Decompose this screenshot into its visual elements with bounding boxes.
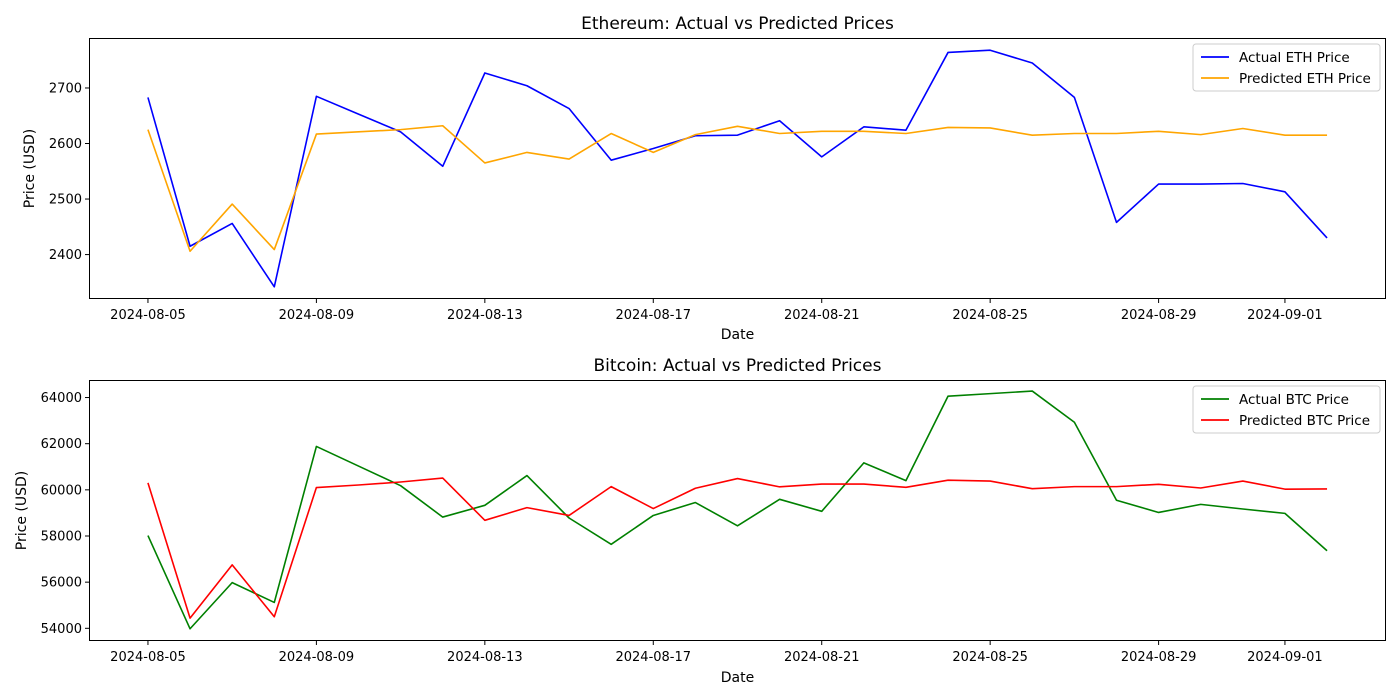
y-tick-label: 54000 (41, 622, 82, 637)
x-tick-label: 2024-08-29 (1121, 308, 1197, 323)
x-tick-label: 2024-08-05 (110, 650, 186, 665)
x-tick-label: 2024-08-25 (952, 650, 1028, 665)
y-axis-label: Price (USD) (14, 471, 30, 550)
y-tick-label: 62000 (41, 437, 82, 452)
y-tick-label: 2400 (49, 248, 82, 263)
legend-label-2: Predicted ETH Price (1239, 71, 1371, 87)
legend-box (1192, 43, 1381, 92)
y-tick-label: 64000 (41, 391, 82, 406)
x-tick-label: 2024-09-01 (1247, 308, 1323, 323)
x-tick-label: 2024-08-17 (615, 650, 691, 665)
plot-frame (89, 380, 1386, 641)
x-tick-label: 2024-08-05 (110, 308, 186, 323)
plot-frame (89, 38, 1386, 299)
x-tick-label: 2024-09-01 (1247, 650, 1323, 665)
chart-title: Ethereum: Actual vs Predicted Prices (581, 14, 894, 34)
series-line-2 (147, 477, 1328, 619)
legend-label-1: Actual BTC Price (1239, 392, 1349, 408)
series-line-1 (147, 49, 1328, 288)
x-tick-label: 2024-08-17 (615, 308, 691, 323)
x-tick-label: 2024-08-21 (784, 308, 860, 323)
series-line-1 (147, 390, 1328, 630)
legend: Actual BTC Price Predicted BTC Price (1192, 385, 1381, 434)
series-line-2 (147, 124, 1328, 253)
chart-1: Ethereum: Actual vs Predicted Prices 2024… (22, 14, 1386, 343)
y-tick-label: 2600 (49, 137, 82, 152)
y-axis-label: Price (USD) (22, 129, 38, 208)
x-tick-label: 2024-08-13 (447, 308, 523, 323)
x-axis-label: Date (721, 670, 754, 686)
x-tick-label: 2024-08-21 (784, 650, 860, 665)
y-tick-label: 2700 (49, 81, 82, 96)
chart-2: Bitcoin: Actual vs Predicted Prices 2024-… (14, 356, 1386, 686)
x-tick-label: 2024-08-09 (279, 308, 355, 323)
x-tick-label: 2024-08-25 (952, 308, 1028, 323)
legend-label-1: Actual ETH Price (1239, 50, 1350, 66)
y-tick-label: 60000 (41, 483, 82, 498)
x-axis-label: Date (721, 327, 754, 343)
legend: Actual ETH Price Predicted ETH Price (1192, 43, 1381, 92)
x-tick-label: 2024-08-13 (447, 650, 523, 665)
y-tick-label: 2500 (49, 193, 82, 208)
y-tick-label: 56000 (41, 576, 82, 591)
x-tick-label: 2024-08-29 (1121, 650, 1197, 665)
x-tick-label: 2024-08-09 (279, 650, 355, 665)
legend-label-2: Predicted BTC Price (1239, 413, 1370, 429)
chart-title: Bitcoin: Actual vs Predicted Prices (594, 356, 882, 376)
legend-box (1192, 385, 1381, 434)
y-tick-label: 58000 (41, 530, 82, 545)
